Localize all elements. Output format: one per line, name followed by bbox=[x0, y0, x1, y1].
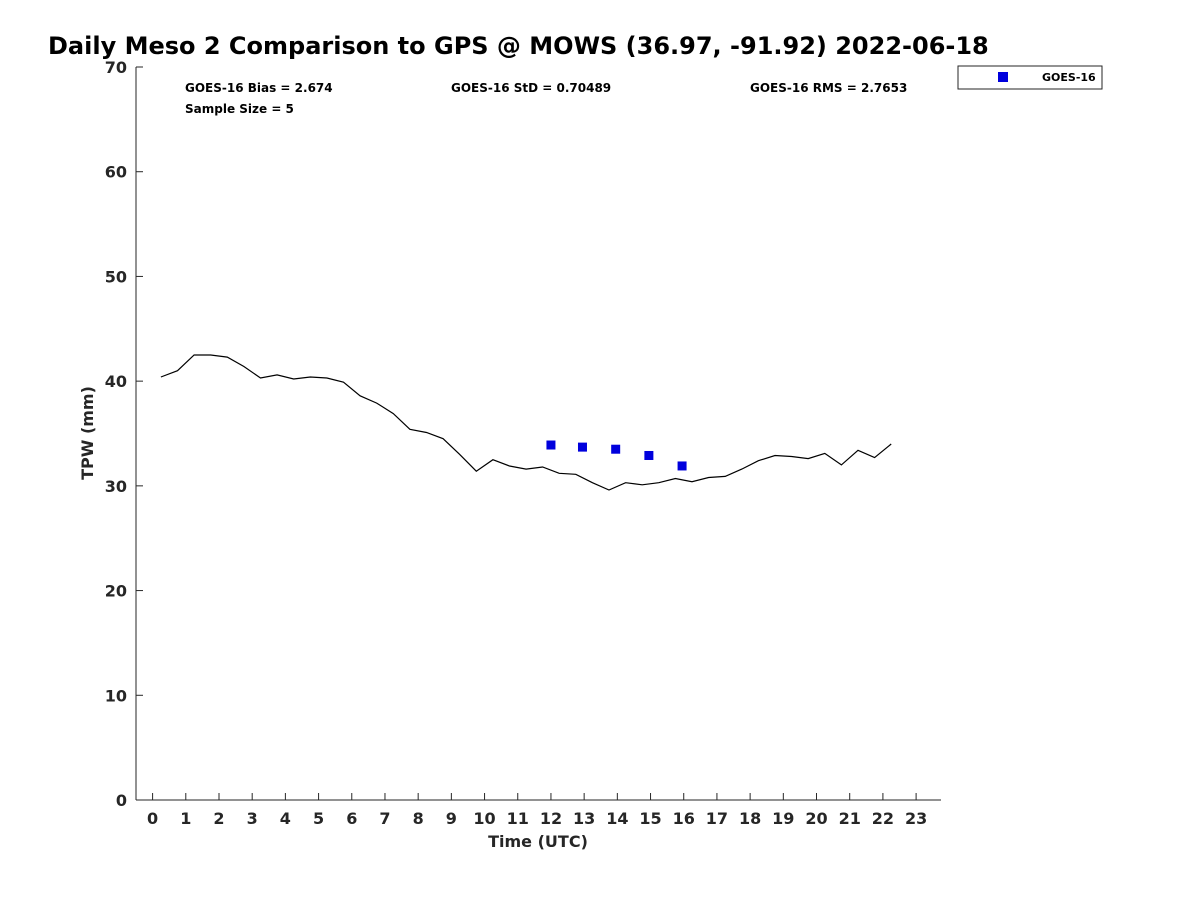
x-axis-ticks: 0 1 2 3 4 5 6 7 8 9 10 11 12 13 14 15 16 17 18 19 20 21 22 23 bbox=[147, 793, 927, 828]
x-tick-label: 4 bbox=[280, 809, 291, 828]
goes16-point bbox=[677, 461, 687, 471]
y-axis-ticks: 0 10 20 30 40 50 60 70 bbox=[105, 58, 143, 810]
x-tick-label: 0 bbox=[147, 809, 158, 828]
x-tick-label: 20 bbox=[805, 809, 827, 828]
chart-title: Daily Meso 2 Comparison to GPS @ MOWS (3… bbox=[48, 32, 989, 60]
plot-area bbox=[135, 67, 941, 801]
y-tick-label: 30 bbox=[105, 477, 127, 496]
bias-stat: GOES-16 Bias = 2.674 bbox=[185, 81, 333, 95]
legend-label-goes16: GOES-16 bbox=[1042, 71, 1096, 84]
legend-box bbox=[957, 65, 1103, 90]
y-tick-label: 0 bbox=[116, 791, 127, 810]
x-tick-label: 3 bbox=[247, 809, 258, 828]
x-tick-label: 9 bbox=[446, 809, 457, 828]
x-tick-label: 12 bbox=[540, 809, 562, 828]
x-tick-label: 15 bbox=[639, 809, 661, 828]
goes16-point bbox=[644, 450, 654, 460]
sample-size-stat: Sample Size = 5 bbox=[185, 102, 294, 116]
std-stat: GOES-16 StD = 0.70489 bbox=[451, 81, 611, 95]
series-layer bbox=[160, 354, 892, 491]
x-tick-label: 19 bbox=[772, 809, 794, 828]
goes16-point bbox=[611, 444, 621, 454]
x-tick-label: 7 bbox=[379, 809, 390, 828]
x-tick-label: 8 bbox=[413, 809, 424, 828]
y-tick-label: 60 bbox=[105, 163, 127, 182]
x-tick-label: 13 bbox=[573, 809, 595, 828]
x-tick-label: 10 bbox=[473, 809, 495, 828]
x-tick-label: 18 bbox=[739, 809, 761, 828]
x-tick-label: 6 bbox=[346, 809, 357, 828]
x-tick-label: 22 bbox=[872, 809, 894, 828]
x-tick-label: 16 bbox=[673, 809, 695, 828]
legend: GOES-16 bbox=[957, 65, 1103, 90]
x-tick-label: 5 bbox=[313, 809, 324, 828]
x-tick-label: 23 bbox=[905, 809, 927, 828]
x-tick-label: 2 bbox=[213, 809, 224, 828]
gps-tpw-line bbox=[160, 354, 892, 491]
x-tick-label: 14 bbox=[606, 809, 628, 828]
goes16-point bbox=[577, 442, 587, 452]
x-axis-label: Time (UTC) bbox=[488, 832, 588, 851]
x-tick-label: 21 bbox=[839, 809, 861, 828]
legend-marker-goes16 bbox=[998, 72, 1008, 82]
x-tick-label: 1 bbox=[180, 809, 191, 828]
rms-stat: GOES-16 RMS = 2.7653 bbox=[750, 81, 907, 95]
y-tick-label: 40 bbox=[105, 372, 127, 391]
y-tick-label: 70 bbox=[105, 58, 127, 77]
goes16-point bbox=[546, 440, 556, 450]
y-tick-label: 20 bbox=[105, 582, 127, 601]
y-tick-label: 10 bbox=[105, 686, 127, 705]
x-tick-label: 17 bbox=[706, 809, 728, 828]
x-tick-label: 11 bbox=[507, 809, 529, 828]
y-axis-label: TPW (mm) bbox=[78, 386, 97, 480]
y-tick-label: 50 bbox=[105, 267, 127, 286]
